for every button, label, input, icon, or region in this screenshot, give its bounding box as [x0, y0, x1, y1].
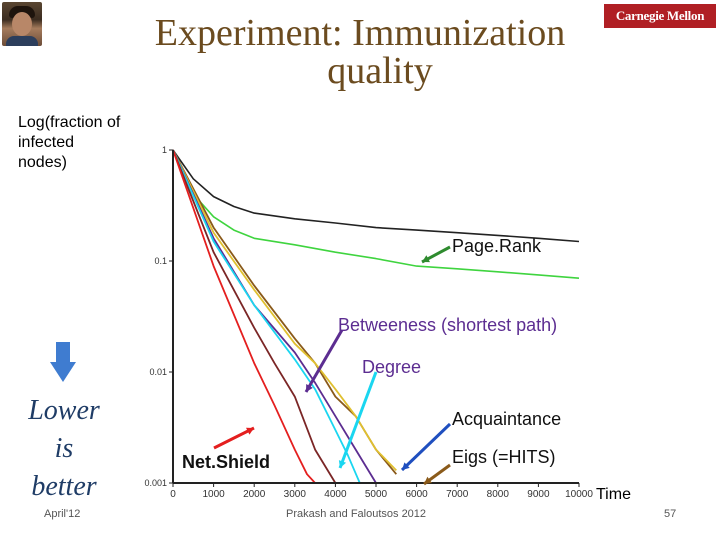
annotation-pointer-3	[400, 422, 452, 472]
y-tick-label: 1	[162, 145, 167, 155]
series-line-7	[172, 149, 316, 484]
annotation-betweeness: Betweeness (shortest path)	[338, 315, 558, 335]
slide-title: Experiment: Immunization quality	[80, 14, 640, 90]
title-line-1: Experiment: Immunization	[154, 12, 566, 54]
cmu-logo: Carnegie Mellon	[604, 4, 716, 28]
series-line-6	[172, 149, 337, 484]
y-tick-label: 0.01	[149, 367, 167, 377]
annotation-arrowhead-5	[246, 427, 254, 435]
note-line-2: is	[54, 433, 74, 464]
avatar-shirt	[6, 36, 38, 46]
annotation-netshield: Net.Shield	[182, 452, 271, 472]
annotation-arrowhead-2	[338, 460, 347, 468]
note-line-1: Lower	[28, 395, 100, 426]
footer-authors: Prakash and Faloutsos 2012	[286, 508, 427, 520]
annotation-arrowhead-1	[306, 384, 313, 392]
title-line-2: quality	[327, 50, 433, 92]
annotation-pointer-5	[213, 426, 255, 450]
y-axis-title-line-3: nodes)	[18, 154, 67, 171]
x-tick-label: 7000	[446, 489, 469, 500]
x-tick-label: 5000	[365, 489, 388, 500]
series-line-1	[172, 149, 580, 279]
series-line-3	[172, 149, 397, 472]
arrow-down-icon	[50, 342, 76, 382]
note-line-3: better	[31, 471, 97, 502]
x-tick-label: 2000	[243, 489, 266, 500]
x-tick-label: 4000	[324, 489, 347, 500]
x-tick-label: 0	[170, 489, 176, 500]
y-axis-title-line-1: Log(fraction of	[18, 114, 121, 131]
x-tick-label: 8000	[487, 489, 510, 500]
annotation-acquaintance: Acquaintance	[452, 409, 562, 429]
x-tick-label: 6000	[405, 489, 428, 500]
annotation-pointer-1	[304, 329, 344, 393]
x-axis-title: Time	[596, 486, 631, 503]
x-tick-label: 1000	[202, 489, 225, 500]
x-tick-label: 3000	[284, 489, 307, 500]
lower-is-better-note: Lower is better	[14, 392, 114, 506]
series-line-5	[172, 149, 361, 484]
page-number: 57	[664, 508, 677, 520]
x-tick-label: 10000	[565, 489, 593, 500]
series-line-0	[172, 149, 580, 243]
y-axis-title-line-2: infected	[18, 134, 75, 151]
annotation-pagerank: Page.Rank	[452, 236, 542, 256]
annotation-arrowhead-0	[422, 255, 430, 263]
y-axis-title: Log(fraction of infected nodes)	[18, 113, 168, 173]
annotation-eigs: Eigs (=HITS)	[452, 447, 556, 467]
annotation-arrowhead-4	[424, 476, 432, 484]
y-tick-label: 0.1	[154, 256, 167, 266]
annotation-degree: Degree	[362, 357, 422, 377]
annotation-pointer-2	[338, 371, 378, 469]
x-tick-label: 9000	[527, 489, 550, 500]
annotation-arrowhead-3	[402, 462, 410, 470]
presenter-photo	[2, 2, 42, 46]
avatar-face	[12, 12, 32, 36]
y-tick-label: 0.001	[144, 478, 167, 488]
series-line-4	[172, 149, 377, 484]
footer-date: April'12	[44, 508, 81, 520]
